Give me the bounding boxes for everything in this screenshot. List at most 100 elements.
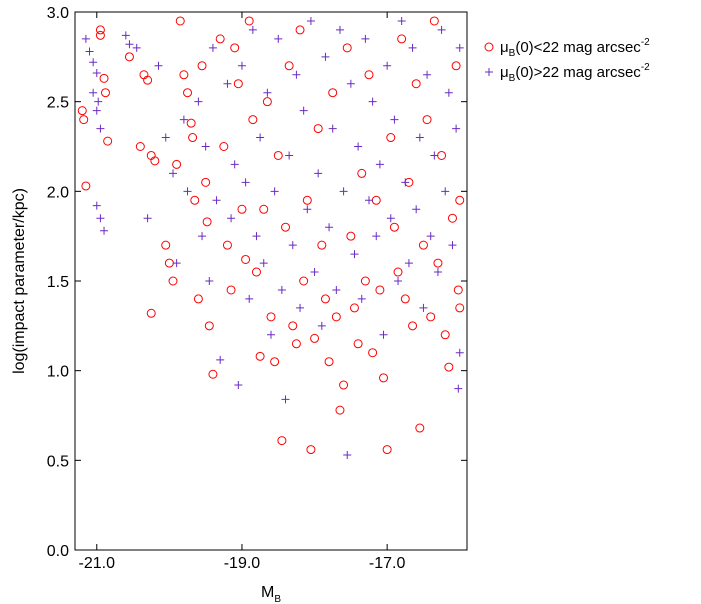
plus-point <box>100 226 109 235</box>
circle-point <box>188 133 198 143</box>
circle-point <box>306 445 316 455</box>
plus-point <box>161 133 170 142</box>
plus-point <box>321 52 330 61</box>
plus-point <box>281 395 290 404</box>
circle-point <box>346 231 356 241</box>
plus-point <box>332 285 341 294</box>
axis-ticks: -21.0 -19.0 -17.0 0.0 0.5 1.0 1.5 2.0 2.5 3.0 <box>47 5 467 572</box>
legend-label-high-sb: μB(0)>22 mag arcsec-2 <box>500 62 650 84</box>
circle-point <box>397 34 407 44</box>
circle-point <box>364 70 374 80</box>
circle-point <box>193 294 203 304</box>
circle-point <box>241 254 251 264</box>
x-axis-label-sub: B <box>274 594 281 604</box>
circle-point <box>342 43 352 53</box>
plus-point <box>288 241 297 250</box>
circle-point <box>146 308 156 318</box>
circle-point <box>270 357 280 367</box>
plus-point <box>325 223 334 232</box>
plus-point <box>386 214 395 223</box>
circle-point <box>95 30 105 40</box>
y-tick-label: 2.0 <box>47 184 69 201</box>
circle-point <box>408 321 418 331</box>
circle-point <box>197 61 207 71</box>
circle-point <box>437 150 447 160</box>
plus-point <box>343 450 352 459</box>
plus-point <box>259 259 268 268</box>
y-tick-label: 0.0 <box>47 543 69 560</box>
plus-point <box>227 214 236 223</box>
legend-item-low-sb: μB(0)<22 mag arcsec-2 <box>484 37 650 59</box>
plus-point <box>335 25 344 34</box>
y-tick-label: 1.0 <box>47 364 69 381</box>
plus-point <box>423 70 432 79</box>
plus-point <box>441 187 450 196</box>
circle-point <box>320 294 330 304</box>
circle-point <box>230 43 240 53</box>
circle-point <box>375 285 385 295</box>
circle-point <box>444 362 454 372</box>
y-axis-label: log(impact parameter/kpc) <box>11 188 28 374</box>
plus-point <box>397 16 406 25</box>
circle-point <box>339 380 349 390</box>
plus-point <box>314 169 323 178</box>
circle-point <box>219 142 229 151</box>
circle-point <box>208 369 218 379</box>
plus-point <box>346 79 355 88</box>
x-axis-label-main: M <box>261 584 274 601</box>
plus-point <box>245 294 254 303</box>
legend-mu: μ <box>500 64 509 81</box>
x-tick-label: -19.0 <box>224 555 261 572</box>
legend-marker-circle <box>484 42 494 52</box>
plus-point <box>354 142 363 151</box>
legend-marker-plus <box>485 68 493 76</box>
plus-point <box>299 106 308 115</box>
plus-point <box>306 16 315 25</box>
circle-point <box>440 330 450 340</box>
circle-point <box>288 321 298 331</box>
plus-point <box>383 61 392 70</box>
plus-point <box>296 303 305 312</box>
plus-point <box>455 348 464 357</box>
plus-point <box>92 201 101 210</box>
circle-point <box>368 348 378 358</box>
plus-point <box>154 61 163 70</box>
plus-point <box>379 330 388 339</box>
plus-point <box>234 381 243 390</box>
circle-point <box>418 240 428 250</box>
plus-point <box>89 88 98 97</box>
plus-point <box>230 160 239 169</box>
y-tick-label: 1.5 <box>47 274 69 291</box>
plus-point <box>252 232 261 241</box>
circle-point <box>81 181 91 191</box>
plus-point <box>169 169 177 178</box>
plus-point <box>408 43 417 52</box>
plus-point <box>96 214 105 223</box>
plus-point <box>212 196 221 205</box>
circle-point <box>259 204 269 214</box>
plus-point <box>85 47 94 56</box>
circle-point <box>291 339 301 349</box>
circle-point <box>426 312 436 322</box>
plus-point <box>208 43 217 52</box>
circle-point <box>79 115 89 125</box>
plus-point <box>241 178 250 187</box>
plus-point <box>365 196 373 205</box>
circle-point <box>135 142 145 151</box>
plus-point <box>277 285 286 294</box>
legend-label-low-sb: μB(0)<22 mag arcsec-2 <box>500 37 650 59</box>
plus-point <box>452 124 461 133</box>
circle-point <box>168 276 178 286</box>
plus-point <box>256 133 265 142</box>
circle-point <box>222 240 232 250</box>
plus-point <box>81 34 90 43</box>
circle-point <box>328 88 338 98</box>
circle-point <box>183 88 193 98</box>
legend-sub: B <box>509 73 516 84</box>
legend-text: (0)>22 mag arcsec <box>515 64 641 81</box>
plus-point <box>448 241 457 250</box>
circle-point <box>143 75 153 85</box>
plus-point <box>92 68 101 77</box>
plus-point <box>404 259 413 268</box>
